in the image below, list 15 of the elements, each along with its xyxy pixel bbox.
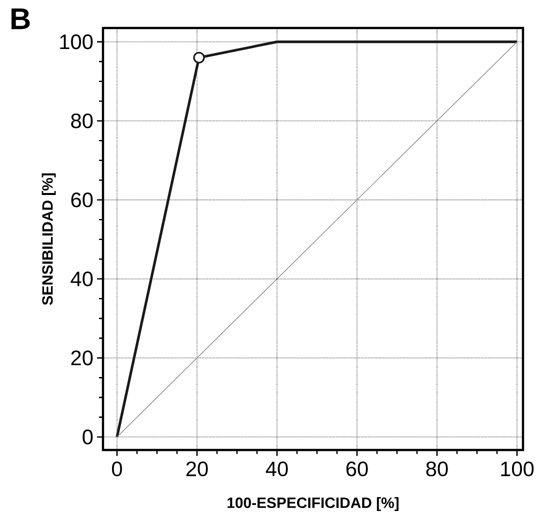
- x-tick-label: 40: [266, 461, 288, 476]
- x-tick-label: 100: [501, 461, 534, 476]
- y-tick-label: 80: [71, 113, 93, 128]
- y-tick-label: 20: [71, 350, 93, 366]
- text: B: [12, 8, 30, 30]
- x-tick-label: 80: [426, 461, 448, 476]
- x-tick-label: 60: [346, 461, 368, 476]
- y-tick-label: 100: [60, 34, 93, 50]
- x-tick-label: 20: [186, 461, 208, 476]
- y-tick-label: 40: [70, 272, 93, 286]
- x-axis-title: 100-ESPECIFICIDAD [%]: [228, 497, 398, 512]
- y-axis-title: SENSIBILIDAD [%]: [42, 173, 56, 305]
- y-tick-label: 60: [71, 192, 93, 208]
- x-tick-label: 0: [112, 461, 122, 476]
- y-tick-label: 0: [82, 430, 93, 444]
